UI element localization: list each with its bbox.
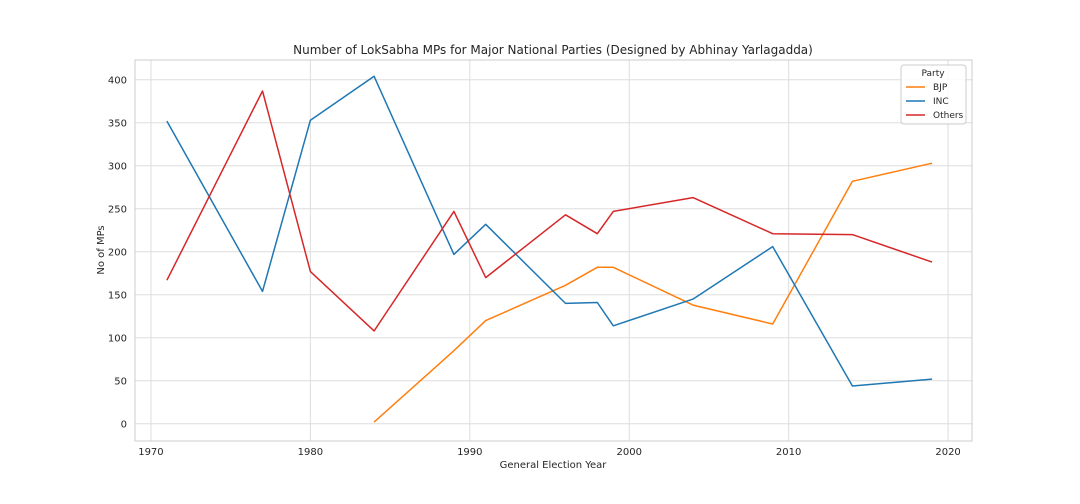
legend-label-inc: INC (933, 97, 949, 107)
legend-title: Party (921, 69, 945, 79)
y-tick-label: 350 (108, 118, 127, 129)
y-tick-label: 400 (108, 75, 127, 86)
series-line-bjp (373, 162, 933, 423)
series-line-others (166, 90, 933, 332)
chart-title: Number of LokSabha MPs for Major Nationa… (293, 43, 813, 57)
x-tick-label: 1980 (298, 447, 323, 458)
legend-label-bjp: BJP (933, 83, 948, 93)
y-tick-label: 0 (121, 419, 127, 430)
y-axis-label: No of MPs (96, 225, 107, 274)
legend-entries: BJP INC Others (906, 83, 964, 121)
x-tick-label: 1970 (138, 447, 163, 458)
y-tick-labels: 0 50 100 150 200 250 300 350 400 (108, 75, 127, 430)
legend: Party BJP INC Others (900, 64, 967, 125)
y-tick-label: 100 (108, 333, 127, 344)
series-lines (166, 75, 933, 423)
legend-label-others: Others (933, 111, 964, 121)
x-tick-labels: 1970 1980 1990 2000 2010 2020 (138, 447, 961, 458)
plot-area-frame (134, 59, 973, 442)
y-tick-label: 250 (108, 204, 127, 215)
legend-box (900, 64, 967, 125)
x-tick-label: 2020 (935, 447, 960, 458)
y-tick-label: 300 (108, 161, 127, 172)
x-axis-label: General Election Year (500, 460, 608, 471)
grid-lines (135, 60, 972, 441)
y-tick-label: 50 (114, 376, 127, 387)
y-tick-label: 200 (108, 247, 127, 258)
x-tick-label: 2010 (776, 447, 801, 458)
y-tick-label: 150 (108, 290, 127, 301)
x-tick-label: 2000 (617, 447, 642, 458)
series-line-inc (166, 75, 933, 387)
x-tick-label: 1990 (457, 447, 482, 458)
